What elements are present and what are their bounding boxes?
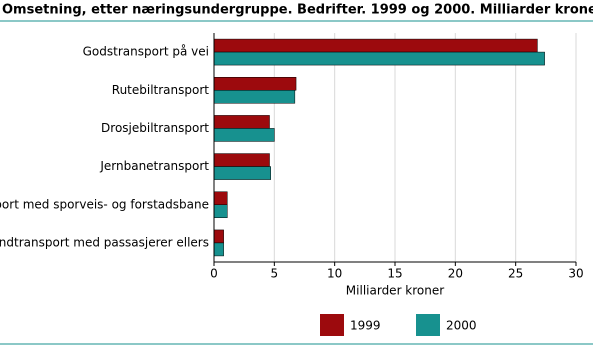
- legend-swatch: [320, 314, 344, 336]
- y-tick-label: Transport med sporveis- og forstadsbane: [0, 197, 209, 211]
- bar: [213, 77, 297, 91]
- x-tick-label: 0: [210, 267, 218, 281]
- bar: [213, 38, 538, 53]
- bar: [213, 153, 270, 167]
- bar: [213, 242, 224, 257]
- y-tick-label: Godstransport på vei: [83, 45, 209, 59]
- bar: [213, 204, 228, 218]
- y-tick-label: Rutebiltransport: [112, 83, 210, 97]
- x-tick-label: 30: [568, 267, 583, 281]
- bar: [213, 229, 224, 244]
- x-tick-label: 5: [271, 267, 279, 281]
- y-tick-label: Landtransport med passasjerer ellers: [0, 235, 209, 249]
- bar: [213, 51, 545, 66]
- bar: [213, 166, 271, 180]
- chart-title: Omsetning, etter næringsundergruppe. Bed…: [2, 3, 593, 18]
- x-tick-label: 20: [448, 267, 463, 281]
- x-axis-label: Milliarder kroner: [346, 284, 444, 298]
- legend-swatch: [416, 314, 440, 336]
- bar: [213, 115, 270, 129]
- legend-label: 2000: [446, 319, 477, 333]
- y-tick-label: Drosjebiltransport: [101, 121, 209, 135]
- x-tick-label: 10: [327, 267, 342, 281]
- x-tick-label: 25: [508, 267, 523, 281]
- bar: [213, 128, 275, 142]
- bar: [213, 90, 296, 104]
- y-tick-label: Jernbanetransport: [99, 159, 209, 173]
- legend-label: 1999: [350, 319, 381, 333]
- bar: [213, 191, 228, 205]
- x-tick-label: 15: [387, 267, 402, 281]
